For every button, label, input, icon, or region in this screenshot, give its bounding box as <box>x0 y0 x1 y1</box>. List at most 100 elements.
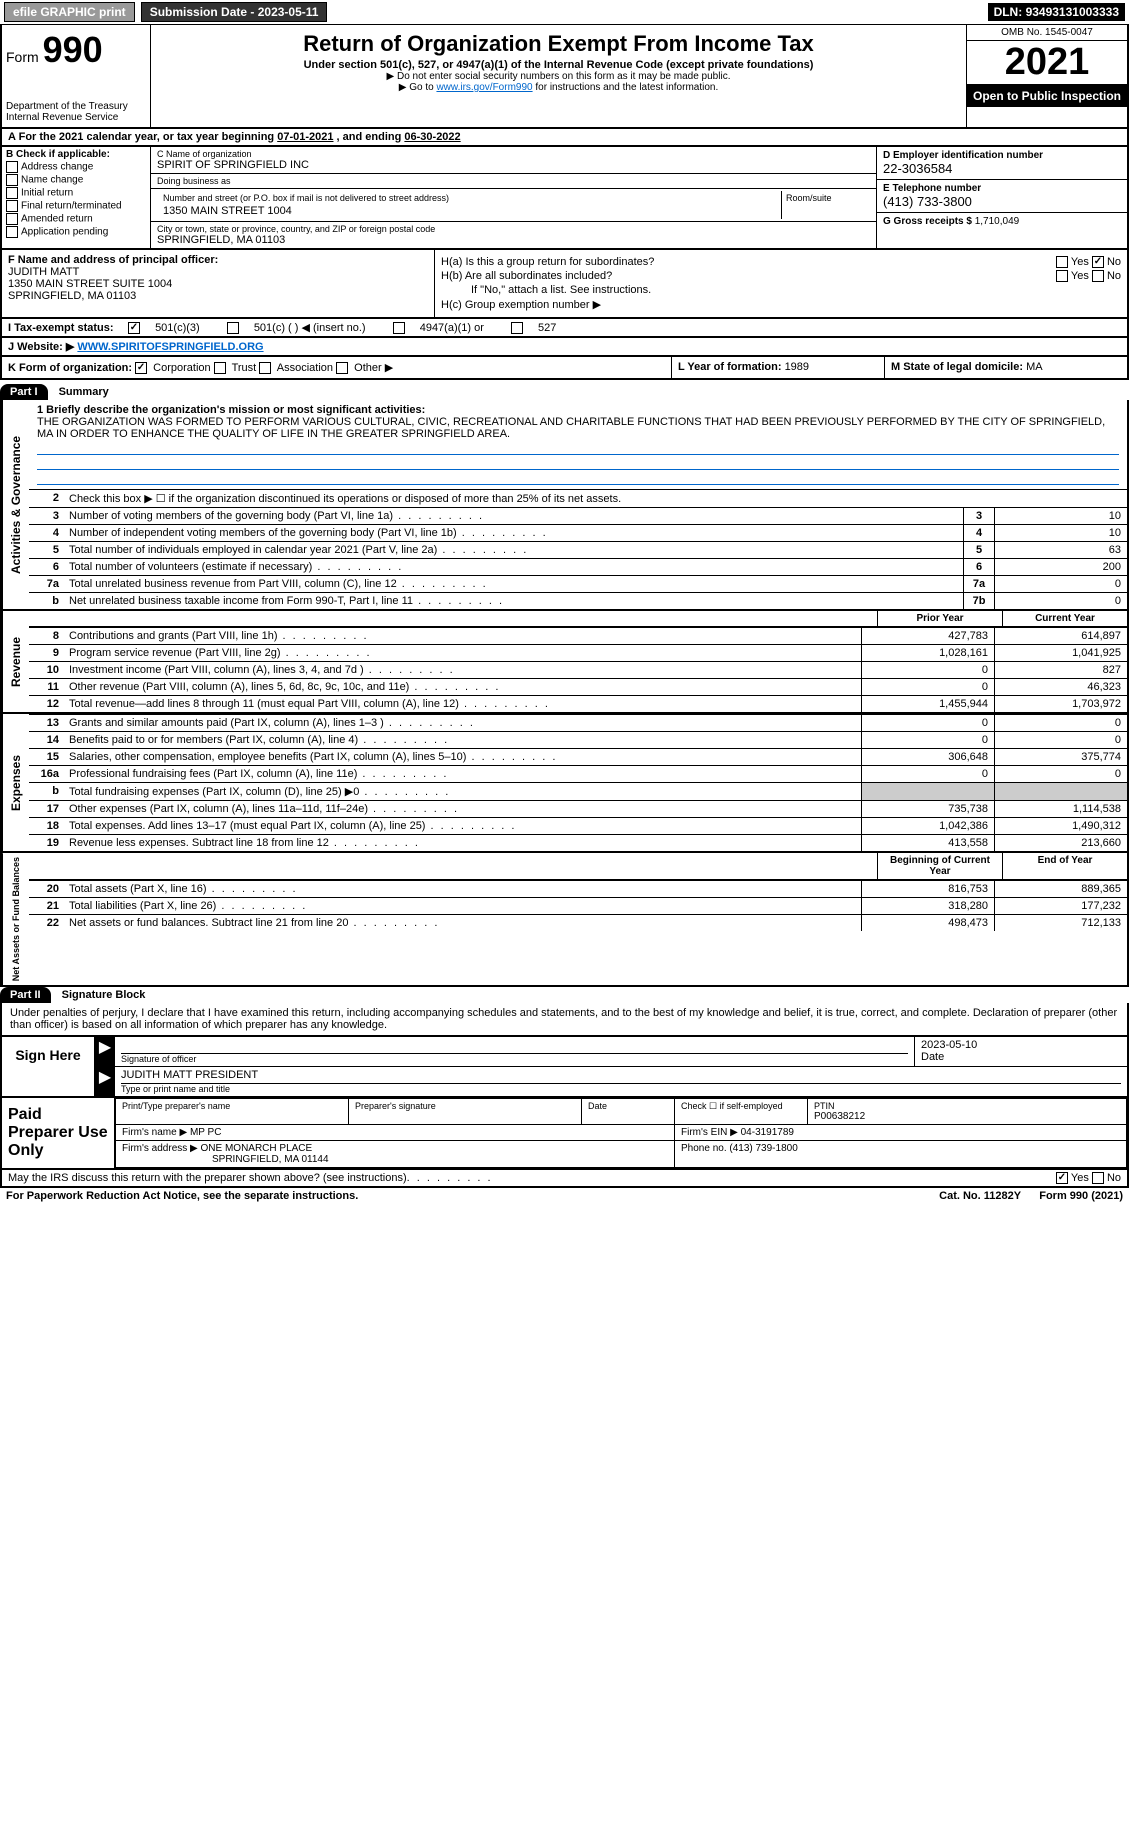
box-h: H(a) Is this a group return for subordin… <box>435 250 1127 317</box>
paid-preparer-block: Paid Preparer Use Only Print/Type prepar… <box>0 1098 1129 1170</box>
ptin: P00638212 <box>814 1111 1120 1122</box>
gov-line: b Net unrelated business taxable income … <box>29 592 1127 609</box>
current-year-hdr: Current Year <box>1002 611 1127 626</box>
data-line: 9 Program service revenue (Part VIII, li… <box>29 644 1127 661</box>
header-left: Form 990 Department of the Treasury Inte… <box>2 25 151 127</box>
vtab-netassets: Net Assets or Fund Balances <box>2 853 29 985</box>
omb-number: OMB No. 1545-0047 <box>967 25 1127 41</box>
firm-ein: 04-3191789 <box>741 1127 794 1138</box>
data-line: 22 Net assets or fund balances. Subtract… <box>29 914 1127 931</box>
vtab-expenses: Expenses <box>2 714 29 851</box>
mission-text: THE ORGANIZATION WAS FORMED TO PERFORM V… <box>37 416 1119 440</box>
city: SPRINGFIELD, MA 01103 <box>157 234 870 246</box>
firm-phone: (413) 739-1800 <box>729 1143 797 1154</box>
gov-line: 7a Total unrelated business revenue from… <box>29 575 1127 592</box>
discuss-row: May the IRS discuss this return with the… <box>0 1170 1129 1188</box>
header-center: Return of Organization Exempt From Incom… <box>151 25 966 127</box>
part2-title: Signature Block <box>62 989 146 1001</box>
data-line: 19 Revenue less expenses. Subtract line … <box>29 834 1127 851</box>
paid-label: Paid Preparer Use Only <box>2 1098 115 1168</box>
sign-here-block: Sign Here ▶ Signature of officer 2023-05… <box>0 1037 1129 1098</box>
part1-tab: Part I <box>0 384 48 400</box>
gov-line: 6 Total number of volunteers (estimate i… <box>29 558 1127 575</box>
footer-form: Form 990 (2021) <box>1039 1190 1123 1202</box>
org-name: SPIRIT OF SPRINGFIELD INC <box>157 159 870 171</box>
declaration-text: Under penalties of perjury, I declare th… <box>0 1003 1129 1037</box>
firm-addr2: SPRINGFIELD, MA 01144 <box>212 1154 329 1165</box>
header-right: OMB No. 1545-0047 2021 Open to Public In… <box>966 25 1127 127</box>
begin-year-hdr: Beginning of Current Year <box>877 853 1002 879</box>
footer-cat: Cat. No. 11282Y <box>939 1190 1021 1202</box>
form-header: Form 990 Department of the Treasury Inte… <box>0 25 1129 129</box>
vtab-revenue: Revenue <box>2 611 29 712</box>
firm-name: MP PC <box>190 1127 222 1138</box>
data-line: 21 Total liabilities (Part X, line 26) 3… <box>29 897 1127 914</box>
efile-badge: efile GRAPHIC print <box>4 2 135 22</box>
data-line: 17 Other expenses (Part IX, column (A), … <box>29 800 1127 817</box>
form-title: Return of Organization Exempt From Incom… <box>159 31 958 57</box>
box-i: I Tax-exempt status: 501(c)(3) 501(c) ( … <box>0 319 1129 338</box>
part2-tab: Part II <box>0 987 51 1003</box>
box-deg: D Employer identification number 22-3036… <box>876 147 1127 248</box>
vtab-governance: Activities & Governance <box>2 400 29 609</box>
box-j: J Website: ▶ WWW.SPIRITOFSPRINGFIELD.ORG <box>0 338 1129 357</box>
block-bcdeg: B Check if applicable: Address change Na… <box>0 147 1129 250</box>
firm-addr1: ONE MONARCH PLACE <box>201 1143 313 1154</box>
footer: For Paperwork Reduction Act Notice, see … <box>0 1188 1129 1204</box>
part1-title: Summary <box>59 386 109 398</box>
part1-expenses: Expenses 13 Grants and similar amounts p… <box>0 714 1129 853</box>
irs-label: Internal Revenue Service <box>6 112 146 123</box>
website-link[interactable]: WWW.SPIRITOFSPRINGFIELD.ORG <box>77 341 263 353</box>
mission-block: 1 Briefly describe the organization's mi… <box>29 400 1127 489</box>
part1-governance: Activities & Governance 1 Briefly descri… <box>0 400 1129 611</box>
data-line: 18 Total expenses. Add lines 13–17 (must… <box>29 817 1127 834</box>
form-note2: ▶ Go to www.irs.gov/Form990 for instruct… <box>159 82 958 93</box>
room-suite: Room/suite <box>782 191 870 219</box>
open-inspection: Open to Public Inspection <box>967 85 1127 107</box>
phone: (413) 733-3800 <box>883 194 1121 209</box>
submission-badge: Submission Date - 2023-05-11 <box>141 2 328 22</box>
form-subtitle: Under section 501(c), 527, or 4947(a)(1)… <box>159 59 958 71</box>
state-domicile: MA <box>1026 361 1043 373</box>
data-line: 14 Benefits paid to or for members (Part… <box>29 731 1127 748</box>
part1-netassets: Net Assets or Fund Balances Beginning of… <box>0 853 1129 987</box>
year-formation: 1989 <box>785 361 809 373</box>
irs-link[interactable]: www.irs.gov/Form990 <box>436 82 532 93</box>
sign-here-label: Sign Here <box>2 1037 95 1096</box>
box-b: B Check if applicable: Address change Na… <box>2 147 151 248</box>
dln-badge: DLN: 93493131003333 <box>988 3 1125 21</box>
gov-line: 3 Number of voting members of the govern… <box>29 507 1127 524</box>
box-klm: K Form of organization: Corporation Trus… <box>0 357 1129 380</box>
data-line: 16a Professional fundraising fees (Part … <box>29 765 1127 782</box>
officer-name: JUDITH MATT <box>8 266 428 278</box>
data-line: 10 Investment income (Part VIII, column … <box>29 661 1127 678</box>
data-line: 12 Total revenue—add lines 8 through 11 … <box>29 695 1127 712</box>
dept-label: Department of the Treasury <box>6 101 146 112</box>
box-f: F Name and address of principal officer:… <box>2 250 435 317</box>
data-line: 13 Grants and similar amounts paid (Part… <box>29 714 1127 731</box>
arrow-icon: ▶ <box>95 1067 115 1096</box>
box-c: C Name of organization SPIRIT OF SPRINGF… <box>151 147 876 248</box>
top-bar: efile GRAPHIC print Submission Date - 20… <box>0 0 1129 25</box>
sign-date: 2023-05-10 <box>921 1039 1121 1051</box>
data-line: 11 Other revenue (Part VIII, column (A),… <box>29 678 1127 695</box>
gov-line: 4 Number of independent voting members o… <box>29 524 1127 541</box>
form-label: Form <box>6 49 39 65</box>
data-line: 20 Total assets (Part X, line 16) 816,75… <box>29 880 1127 897</box>
form-note1: ▶ Do not enter social security numbers o… <box>159 71 958 82</box>
ein: 22-3036584 <box>883 161 1121 176</box>
data-line: 8 Contributions and grants (Part VIII, l… <box>29 627 1127 644</box>
data-line: b Total fundraising expenses (Part IX, c… <box>29 782 1127 800</box>
footer-left: For Paperwork Reduction Act Notice, see … <box>6 1190 358 1202</box>
tax-year-row: A For the 2021 calendar year, or tax yea… <box>0 129 1129 147</box>
tax-year: 2021 <box>967 41 1127 85</box>
part1-revenue: Revenue Prior Year Current Year 8 Contri… <box>0 611 1129 714</box>
gross-receipts: 1,710,049 <box>975 216 1020 227</box>
arrow-icon: ▶ <box>95 1037 115 1066</box>
end-year-hdr: End of Year <box>1002 853 1127 879</box>
gov-line: 5 Total number of individuals employed i… <box>29 541 1127 558</box>
officer-print-name: JUDITH MATT PRESIDENT <box>121 1069 1121 1081</box>
form-number: 990 <box>43 29 103 70</box>
block-fh: F Name and address of principal officer:… <box>0 250 1129 319</box>
prior-year-hdr: Prior Year <box>877 611 1002 626</box>
